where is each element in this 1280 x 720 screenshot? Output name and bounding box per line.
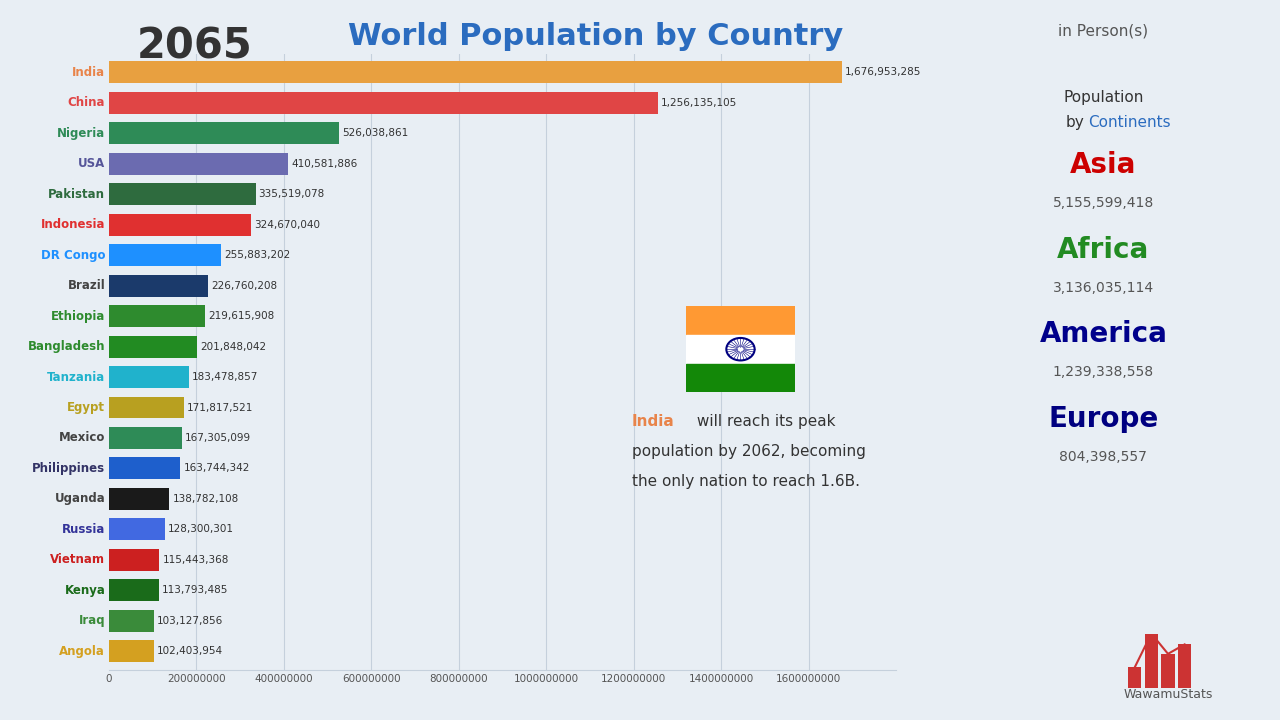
- Text: Kenya: Kenya: [64, 584, 105, 597]
- Text: 171,817,521: 171,817,521: [187, 402, 253, 413]
- Bar: [686, 306, 795, 335]
- Bar: [1144, 634, 1158, 688]
- Text: 1,239,338,558: 1,239,338,558: [1052, 365, 1155, 379]
- Text: 102,403,954: 102,403,954: [156, 647, 223, 657]
- Text: 255,883,202: 255,883,202: [224, 250, 291, 260]
- Text: 103,127,856: 103,127,856: [157, 616, 223, 626]
- Text: America: America: [1039, 320, 1167, 348]
- Text: DR Congo: DR Congo: [41, 248, 105, 261]
- Bar: [109, 91, 658, 114]
- Text: 167,305,099: 167,305,099: [186, 433, 251, 443]
- Bar: [109, 457, 180, 480]
- Bar: [109, 214, 251, 235]
- Bar: [109, 640, 154, 662]
- Bar: [109, 153, 288, 175]
- Text: the only nation to reach 1.6B.: the only nation to reach 1.6B.: [632, 474, 860, 490]
- Bar: [109, 580, 159, 601]
- Bar: [109, 427, 182, 449]
- Bar: [109, 610, 154, 632]
- Bar: [109, 549, 159, 571]
- Text: 219,615,908: 219,615,908: [207, 311, 274, 321]
- Text: India: India: [72, 66, 105, 78]
- Text: 410,581,886: 410,581,886: [292, 158, 357, 168]
- Text: 201,848,042: 201,848,042: [200, 341, 266, 351]
- Text: 324,670,040: 324,670,040: [253, 220, 320, 230]
- Text: 138,782,108: 138,782,108: [173, 494, 239, 504]
- Bar: [109, 183, 256, 205]
- Text: 804,398,557: 804,398,557: [1060, 450, 1147, 464]
- Text: USA: USA: [78, 157, 105, 170]
- Text: Vietnam: Vietnam: [50, 554, 105, 567]
- Text: Bangladesh: Bangladesh: [28, 340, 105, 353]
- Text: 115,443,368: 115,443,368: [163, 555, 229, 565]
- Text: India: India: [632, 414, 675, 429]
- Text: population by 2062, becoming: population by 2062, becoming: [632, 444, 865, 459]
- Bar: [109, 336, 197, 358]
- Text: Asia: Asia: [1070, 151, 1137, 179]
- Text: Africa: Africa: [1057, 236, 1149, 264]
- Bar: [109, 274, 207, 297]
- Bar: [686, 335, 795, 364]
- Text: Europe: Europe: [1048, 405, 1158, 433]
- Text: World Population by Country: World Population by Country: [348, 22, 842, 50]
- Text: Egypt: Egypt: [68, 401, 105, 414]
- Text: 163,744,342: 163,744,342: [183, 464, 250, 474]
- Text: 1,676,953,285: 1,676,953,285: [845, 67, 922, 77]
- Text: Philippines: Philippines: [32, 462, 105, 475]
- Text: 3,136,035,114: 3,136,035,114: [1052, 281, 1155, 294]
- Text: Brazil: Brazil: [68, 279, 105, 292]
- Text: Continents: Continents: [1088, 115, 1171, 130]
- Text: by: by: [1065, 115, 1084, 130]
- Bar: [1128, 667, 1142, 688]
- Bar: [109, 518, 165, 541]
- Text: Pakistan: Pakistan: [49, 188, 105, 201]
- Text: 1,256,135,105: 1,256,135,105: [662, 98, 737, 108]
- Text: Uganda: Uganda: [55, 492, 105, 505]
- Text: Angola: Angola: [59, 645, 105, 658]
- Text: Tanzania: Tanzania: [47, 371, 105, 384]
- Text: Mexico: Mexico: [59, 431, 105, 444]
- Text: 2065: 2065: [137, 25, 252, 67]
- Bar: [109, 244, 220, 266]
- Bar: [109, 61, 842, 84]
- Bar: [109, 122, 339, 144]
- Text: 526,038,861: 526,038,861: [342, 128, 408, 138]
- Text: Population: Population: [1064, 90, 1143, 105]
- Bar: [109, 366, 189, 388]
- Text: 113,793,485: 113,793,485: [161, 585, 228, 595]
- Bar: [1178, 644, 1192, 688]
- Text: 5,155,599,418: 5,155,599,418: [1052, 196, 1155, 210]
- Text: China: China: [68, 96, 105, 109]
- Text: 335,519,078: 335,519,078: [259, 189, 325, 199]
- Text: will reach its peak: will reach its peak: [691, 414, 836, 429]
- Text: Russia: Russia: [61, 523, 105, 536]
- Bar: [109, 397, 184, 418]
- Text: Ethiopia: Ethiopia: [51, 310, 105, 323]
- Text: in Person(s): in Person(s): [1059, 23, 1148, 38]
- Text: 183,478,857: 183,478,857: [192, 372, 259, 382]
- Bar: [1161, 654, 1175, 688]
- Text: Iraq: Iraq: [78, 614, 105, 627]
- Text: Nigeria: Nigeria: [58, 127, 105, 140]
- Bar: [686, 364, 795, 392]
- Bar: [109, 488, 169, 510]
- Bar: [109, 305, 205, 327]
- Text: WawamuStats: WawamuStats: [1124, 688, 1213, 701]
- Text: 128,300,301: 128,300,301: [168, 524, 234, 534]
- Text: Indonesia: Indonesia: [41, 218, 105, 231]
- Text: 226,760,208: 226,760,208: [211, 281, 278, 291]
